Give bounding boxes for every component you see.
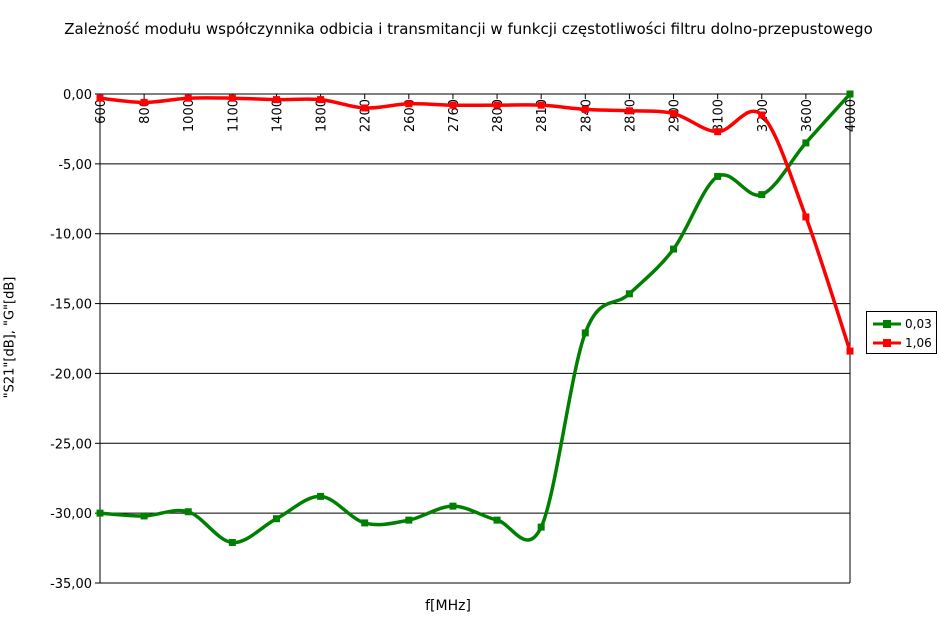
y-axis-label: "S21"[dB], "G"[dB] bbox=[2, 276, 18, 399]
y-tick-label: -30,00 bbox=[50, 507, 92, 522]
chart-title: Zależność modułu współczynnika odbicia i… bbox=[64, 20, 873, 38]
data-point-series-2 bbox=[449, 101, 457, 109]
legend-entry-series-2: 1,06 bbox=[871, 335, 932, 351]
x-tick-label: 2200 bbox=[359, 99, 374, 132]
data-point-series-1 bbox=[758, 191, 766, 199]
data-point-series-2 bbox=[670, 110, 678, 118]
data-point-series-1 bbox=[846, 90, 854, 98]
data-point-series-2 bbox=[361, 104, 369, 112]
y-tick-label: -25,00 bbox=[50, 437, 92, 452]
data-point-series-2 bbox=[140, 98, 148, 106]
x-tick-label: 1000 bbox=[182, 99, 197, 132]
series-lines bbox=[99, 92, 852, 545]
x-tick-label: 3100 bbox=[712, 99, 727, 132]
legend-label-series-1: 0,03 bbox=[905, 317, 932, 331]
data-point-series-1 bbox=[449, 502, 457, 510]
y-tick-label: -5,00 bbox=[58, 158, 92, 173]
x-tick-label: 1400 bbox=[270, 99, 285, 132]
series-line-2 bbox=[99, 96, 852, 352]
data-point-series-1 bbox=[140, 512, 148, 520]
data-point-series-1 bbox=[581, 329, 589, 337]
data-point-series-1 bbox=[625, 290, 633, 298]
series-points bbox=[96, 90, 854, 546]
series-line-1 bbox=[99, 92, 852, 545]
data-point-series-1 bbox=[272, 515, 280, 523]
legend-swatch-series-2 bbox=[873, 339, 901, 347]
data-point-series-2 bbox=[96, 94, 104, 102]
legend: 0,03 1,06 bbox=[866, 311, 937, 354]
y-tick-label: -10,00 bbox=[50, 228, 92, 243]
x-tick-label: 3600 bbox=[800, 99, 815, 132]
data-point-series-2 bbox=[228, 94, 236, 102]
data-point-series-1 bbox=[317, 492, 325, 500]
data-point-series-2 bbox=[625, 107, 633, 115]
x-tick-label: 2850 bbox=[623, 99, 638, 132]
data-point-series-2 bbox=[272, 96, 280, 104]
data-point-series-2 bbox=[802, 213, 810, 221]
data-point-series-2 bbox=[581, 105, 589, 113]
data-point-series-2 bbox=[537, 101, 545, 109]
data-point-series-1 bbox=[405, 516, 413, 524]
data-point-series-1 bbox=[714, 172, 722, 180]
data-point-series-2 bbox=[714, 128, 722, 136]
data-point-series-2 bbox=[317, 96, 325, 104]
x-tick-label: 1100 bbox=[226, 99, 241, 132]
data-point-series-1 bbox=[361, 519, 369, 527]
data-point-series-1 bbox=[184, 508, 192, 516]
y-tick-label: -20,00 bbox=[50, 367, 92, 382]
legend-swatch-series-1 bbox=[873, 320, 901, 328]
data-point-series-2 bbox=[184, 94, 192, 102]
y-tick-label: -15,00 bbox=[50, 298, 92, 313]
data-point-series-1 bbox=[537, 523, 545, 531]
data-point-series-2 bbox=[405, 100, 413, 108]
data-point-series-2 bbox=[758, 111, 766, 119]
data-point-series-1 bbox=[670, 245, 678, 253]
y-tick-labels: 0,00 -5,00 -10,00 -15,00 -20,00 -25,00 -30,00 -… bbox=[50, 88, 92, 592]
data-point-series-1 bbox=[96, 509, 104, 517]
data-point-series-2 bbox=[846, 347, 854, 355]
y-tick-label: -35,00 bbox=[50, 577, 92, 592]
data-point-series-1 bbox=[228, 538, 236, 546]
x-tick-label: 600 bbox=[94, 99, 109, 124]
legend-label-series-2: 1,06 bbox=[905, 336, 932, 350]
x-tick-label: 2840 bbox=[579, 99, 594, 132]
legend-entry-series-1: 0,03 bbox=[871, 316, 932, 332]
x-tick-label: 4000 bbox=[844, 99, 859, 132]
gridlines bbox=[100, 93, 850, 584]
x-tick-label: 1800 bbox=[315, 99, 330, 132]
data-point-series-1 bbox=[493, 516, 501, 524]
data-point-series-2 bbox=[493, 101, 501, 109]
y-tick-label: 0,00 bbox=[63, 88, 92, 103]
data-point-series-1 bbox=[802, 139, 810, 147]
x-axis-label: f[MHz] bbox=[425, 598, 471, 614]
